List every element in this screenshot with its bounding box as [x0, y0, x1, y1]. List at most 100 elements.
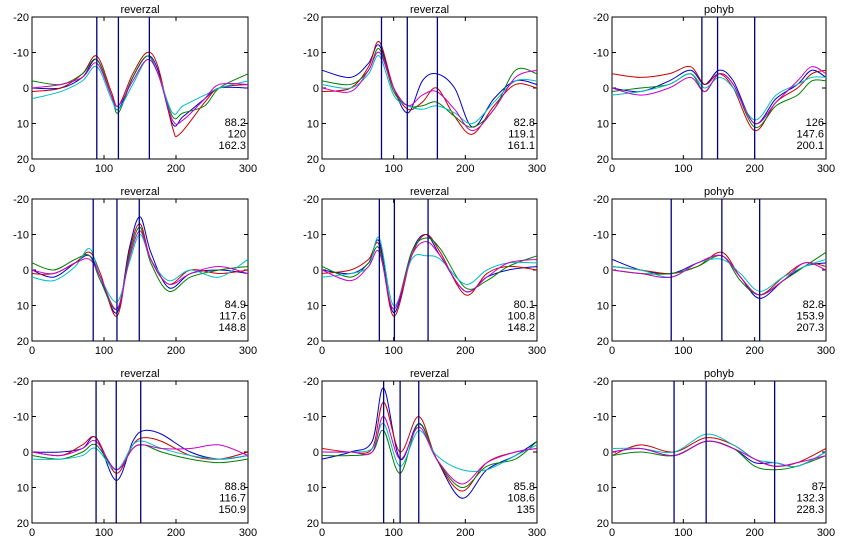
x-tick-label: 100	[674, 345, 692, 357]
y-tick-label: 0	[603, 265, 609, 277]
x-tick-label: 100	[384, 345, 402, 357]
x-tick-label: 300	[239, 345, 257, 357]
series-line	[612, 251, 826, 296]
chart-title: reverzal	[410, 186, 449, 198]
latency-value-label: 207.3	[796, 322, 824, 334]
series-line	[322, 241, 537, 310]
y-tick-label: -20	[303, 12, 319, 24]
axes-box	[31, 380, 249, 524]
latency-value-label: 228.3	[796, 504, 824, 516]
latency-value-label: 200.1	[796, 140, 824, 152]
chart-title: reverzal	[410, 4, 449, 16]
y-tick-label: 10	[597, 119, 609, 131]
x-tick-label: 200	[167, 527, 185, 539]
x-tick-label: 200	[167, 163, 185, 175]
series-line	[32, 440, 248, 471]
latency-value-label: 120	[228, 129, 246, 141]
chart-title: reverzal	[410, 368, 449, 380]
x-tick-label: 0	[319, 163, 325, 175]
y-tick-label: -10	[303, 412, 319, 424]
y-tick-label: -10	[593, 230, 609, 242]
x-tick-label: 200	[745, 527, 763, 539]
x-tick-label: 200	[456, 163, 474, 175]
y-tick-label: 0	[23, 265, 29, 277]
y-tick-label: -10	[13, 48, 29, 60]
y-tick-label: 20	[307, 336, 319, 348]
series-line	[612, 254, 826, 296]
latency-value-label: 135	[517, 504, 535, 516]
y-tick-label: -20	[593, 12, 609, 24]
x-tick-label: 300	[528, 527, 546, 539]
y-tick-label: 0	[603, 83, 609, 95]
y-tick-label: 20	[597, 518, 609, 530]
y-tick-label: -10	[593, 48, 609, 60]
y-tick-label: 20	[597, 336, 609, 348]
series-line	[32, 230, 248, 310]
x-tick-label: 0	[29, 345, 35, 357]
series-line	[612, 73, 826, 121]
axes-box	[611, 380, 827, 524]
x-tick-label: 100	[384, 163, 402, 175]
x-tick-label: 200	[745, 345, 763, 357]
series-line	[322, 44, 537, 128]
series-line	[32, 234, 248, 303]
x-tick-label: 0	[29, 527, 35, 539]
axes-box	[611, 198, 827, 342]
y-tick-label: -20	[13, 12, 29, 24]
y-tick-label: 20	[307, 518, 319, 530]
y-tick-label: 10	[17, 483, 29, 495]
latency-value-label: 116.7	[219, 493, 246, 505]
series-line	[612, 433, 826, 468]
series-line	[322, 237, 537, 310]
axes-box	[321, 16, 538, 160]
series-line	[612, 66, 826, 125]
y-tick-label: 10	[597, 301, 609, 313]
x-tick-label: 200	[745, 163, 763, 175]
latency-value-label: 88.8	[225, 481, 246, 493]
y-tick-label: -10	[13, 230, 29, 242]
x-tick-label: 0	[609, 163, 615, 175]
x-tick-label: 0	[319, 527, 325, 539]
latency-value-label: 87	[812, 481, 824, 493]
x-tick-label: 100	[95, 527, 113, 539]
latency-value-label: 148.2	[507, 322, 535, 334]
latency-value-label: 80.1	[514, 299, 535, 311]
series-line	[322, 41, 537, 135]
y-tick-label: -10	[13, 412, 29, 424]
y-tick-label: 20	[597, 154, 609, 166]
y-tick-label: 0	[23, 447, 29, 459]
x-tick-label: 300	[817, 345, 835, 357]
y-tick-label: -20	[13, 376, 29, 388]
latency-value-label: 82.8	[514, 117, 535, 129]
x-tick-label: 300	[817, 527, 835, 539]
x-tick-label: 300	[528, 345, 546, 357]
y-tick-label: 10	[307, 119, 319, 131]
x-tick-label: 200	[456, 527, 474, 539]
chart-title: pohyb	[704, 4, 734, 16]
y-tick-label: 10	[307, 301, 319, 313]
y-tick-label: 20	[307, 154, 319, 166]
x-tick-label: 100	[95, 163, 113, 175]
y-tick-label: 20	[17, 336, 29, 348]
y-tick-label: 0	[313, 83, 319, 95]
x-tick-label: 300	[239, 163, 257, 175]
latency-value-label: 82.8	[803, 299, 824, 311]
y-tick-label: -20	[13, 194, 29, 206]
latency-value-label: 150.9	[218, 504, 246, 516]
latency-value-label: 148.8	[218, 322, 246, 334]
chart-title: reverzal	[120, 368, 159, 380]
y-tick-label: 10	[307, 483, 319, 495]
y-tick-label: 0	[313, 447, 319, 459]
y-tick-label: 0	[603, 447, 609, 459]
y-tick-label: -10	[593, 412, 609, 424]
latency-value-label: 162.3	[218, 140, 246, 152]
latency-value-label: 85.8	[514, 481, 535, 493]
series-line	[32, 226, 248, 310]
